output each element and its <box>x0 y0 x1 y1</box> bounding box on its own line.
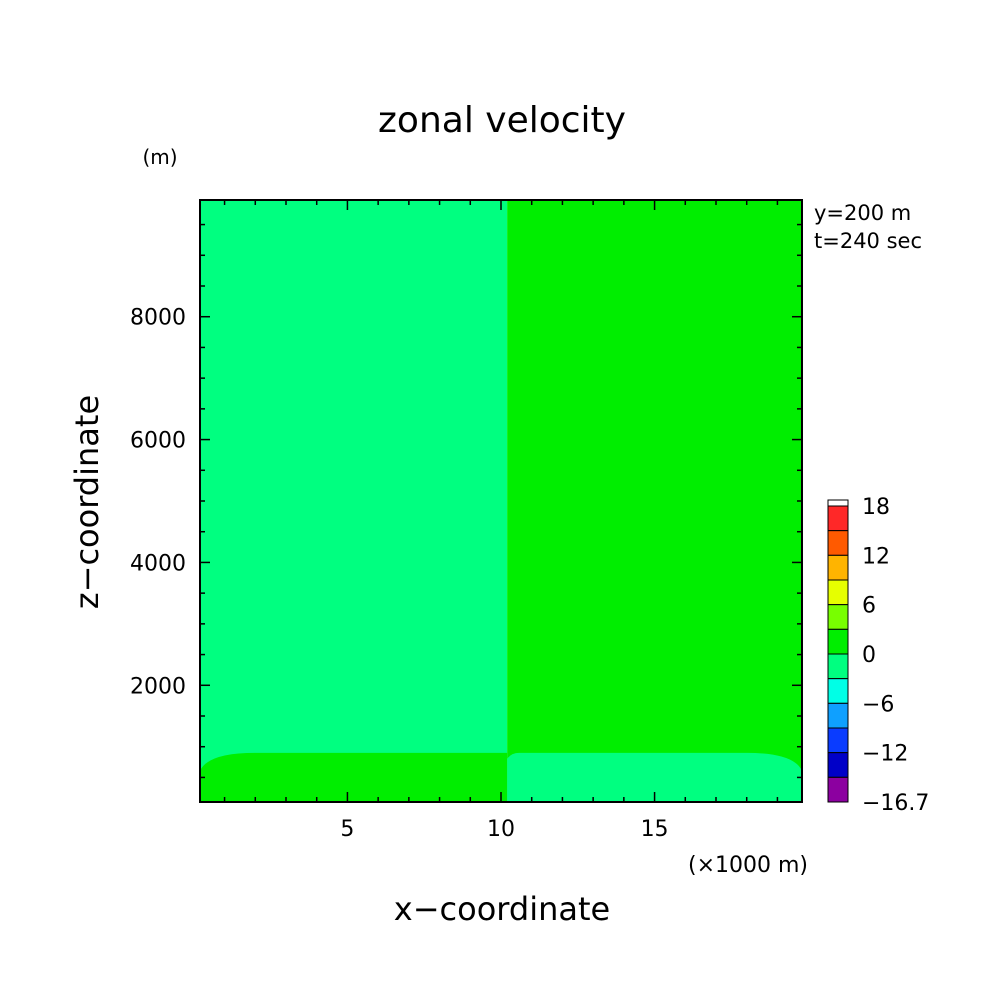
colorbar-tick-label: 18 <box>862 495 890 520</box>
x-tick-label: 15 <box>641 817 669 842</box>
colorbar-segment <box>827 604 849 630</box>
x-axis-label: x−coordinate <box>394 890 610 928</box>
region-upper-right <box>507 200 802 802</box>
colorbar-tick-label: −6 <box>862 692 894 717</box>
colorbar-top-cap <box>827 499 849 507</box>
y-tick-label: 6000 <box>130 429 186 454</box>
colorbar-labels: 18 12 6 0 −6 −12 −16.7 <box>862 495 929 816</box>
annotation-t: t=240 sec <box>814 229 922 253</box>
colorbar-tick-label: −12 <box>862 742 908 767</box>
colorbar-tick-label: 6 <box>862 594 876 619</box>
colorbar-segment <box>827 776 849 803</box>
colorbar-segment <box>827 752 849 778</box>
colorbar <box>827 499 849 803</box>
colorbar-segment <box>827 505 849 532</box>
colorbar-segment <box>827 702 849 729</box>
y-tick-label: 4000 <box>130 551 186 576</box>
y-unit-label: (m) <box>142 145 177 169</box>
x-tick-labels: 5 10 15 <box>340 817 668 842</box>
x-tick-label: 10 <box>487 817 515 842</box>
colorbar-segment <box>827 628 849 655</box>
x-unit-label: (×1000 m) <box>688 853 808 878</box>
colorbar-segment <box>827 678 849 704</box>
chart-title: zonal velocity <box>378 100 626 141</box>
annotation-y: y=200 m <box>814 201 911 225</box>
region-lower-right <box>507 752 802 802</box>
colorbar-segment <box>827 579 849 606</box>
colorbar-segment <box>827 554 849 581</box>
x-tick-label: 5 <box>340 817 354 842</box>
colorbar-segment <box>827 653 849 680</box>
plot-area <box>199 199 803 803</box>
colorbar-tick-label: 12 <box>862 544 890 569</box>
colorbar-tick-label: −16.7 <box>862 791 929 816</box>
region-lower-left <box>200 752 508 802</box>
y-tick-labels: 2000 4000 6000 8000 <box>130 306 186 700</box>
colorbar-segment <box>827 530 849 556</box>
y-tick-label: 8000 <box>130 306 186 331</box>
y-axis-label: z−coordinate <box>68 395 106 609</box>
region-upper-left <box>200 200 508 802</box>
y-tick-label: 2000 <box>130 674 186 699</box>
plot-frame <box>199 199 803 803</box>
colorbar-segment <box>827 727 849 754</box>
colorbar-tick-label: 0 <box>862 643 876 668</box>
